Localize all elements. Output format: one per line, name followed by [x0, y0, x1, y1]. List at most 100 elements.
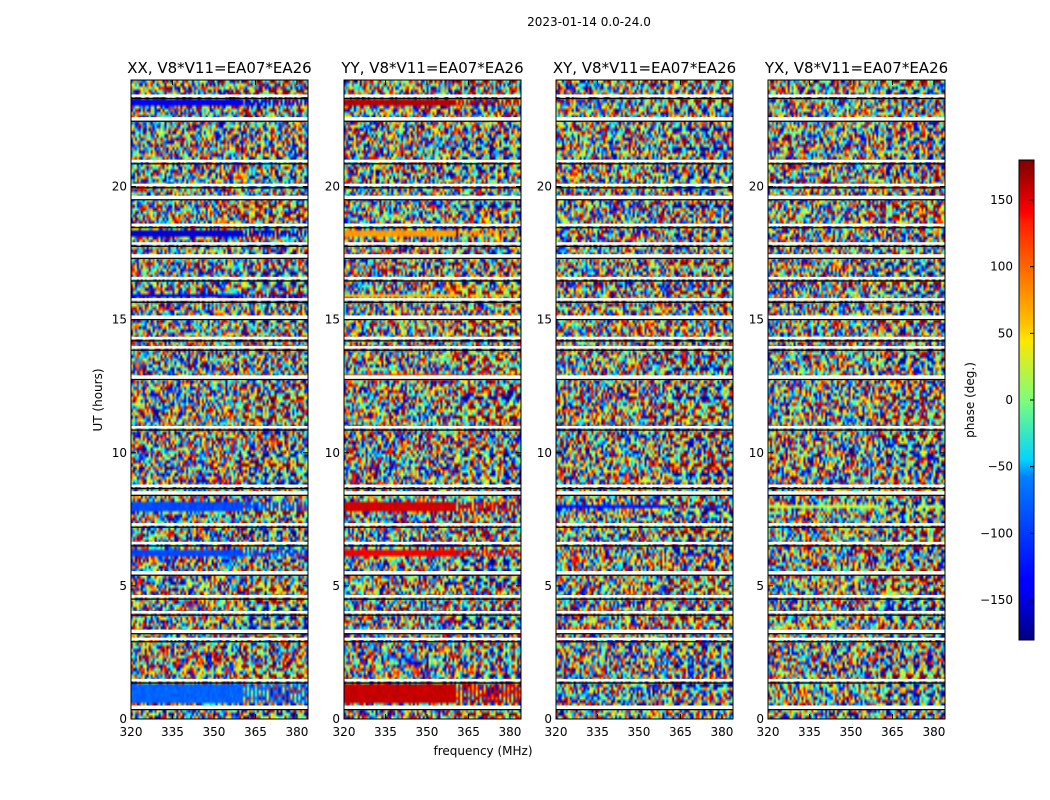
- data-gap-edge: [556, 301, 733, 303]
- data-gap: [768, 484, 945, 488]
- data-gap: [344, 491, 521, 496]
- data-gap: [556, 629, 733, 634]
- data-gap: [556, 523, 733, 526]
- data-gap-edge: [131, 682, 308, 684]
- colorbar-label: phase (deg.): [963, 362, 977, 438]
- data-gap-edge: [556, 97, 733, 100]
- data-gap: [131, 336, 308, 340]
- data-gap: [131, 276, 308, 280]
- data-gap-edge: [556, 682, 733, 684]
- data-gap-edge: [556, 340, 733, 342]
- data-gap-edge: [344, 429, 521, 431]
- data-gap-edge: [768, 163, 945, 165]
- data-gap-edge: [344, 340, 521, 342]
- data-gap-edge: [344, 526, 521, 528]
- colorbar-ticks: 150 100 50 0 −50 −100 −150: [980, 193, 1034, 607]
- data-gap-edge: [131, 349, 308, 351]
- data-gap-edge: [556, 488, 733, 490]
- data-gap-edge: [556, 280, 733, 282]
- data-gap: [768, 159, 945, 163]
- data-gap: [556, 637, 733, 641]
- data-gap-edge: [768, 709, 945, 711]
- data-gap: [556, 94, 733, 97]
- x-tick-label: 335: [798, 725, 821, 739]
- colorbar-tick-label: −50: [988, 460, 1013, 474]
- data-gap-edge: [344, 378, 521, 381]
- data-gap-edge: [768, 120, 945, 122]
- data-gap: [344, 375, 521, 380]
- data-gap: [768, 375, 945, 380]
- data-gap: [556, 595, 733, 598]
- data-gap-edge: [344, 641, 521, 643]
- data-gap: [344, 541, 521, 545]
- data-gap-edge: [556, 378, 733, 381]
- data-gap: [131, 183, 308, 187]
- data-gap-edge: [768, 257, 945, 259]
- y-tick-label: 15: [112, 313, 127, 327]
- data-gap-edge: [131, 280, 308, 282]
- y-tick-label: 0: [332, 712, 340, 726]
- data-gap: [556, 611, 733, 614]
- data-gap-edge: [131, 641, 308, 643]
- data-gap-edge: [344, 120, 521, 122]
- data-gap-edge: [131, 318, 308, 321]
- data-gap-edge: [556, 120, 733, 122]
- data-gap-edge: [131, 199, 308, 201]
- y-tick-label: 10: [749, 446, 764, 460]
- data-gap: [768, 523, 945, 526]
- data-gap: [768, 336, 945, 340]
- data-gap-edge: [556, 187, 733, 189]
- data-gap: [556, 254, 733, 259]
- data-gap: [768, 276, 945, 280]
- data-gap: [131, 375, 308, 380]
- data-gap: [131, 541, 308, 545]
- data-gap-edge: [344, 488, 521, 490]
- colorbar-tick-label: 100: [990, 260, 1013, 274]
- panel-frame: [555, 79, 734, 720]
- data-gap: [768, 629, 945, 634]
- data-gap-edge: [768, 494, 945, 496]
- x-tick-label: 320: [545, 725, 568, 739]
- y-tick-label: 5: [332, 579, 340, 593]
- data-gap: [131, 595, 308, 598]
- data-gap: [768, 541, 945, 545]
- data-gap: [344, 678, 521, 682]
- data-gap-edge: [556, 349, 733, 351]
- y-axis-label: UT (hours): [91, 368, 105, 431]
- x-tick-label: 320: [333, 725, 356, 739]
- data-gap: [768, 242, 945, 245]
- data-gap: [556, 541, 733, 545]
- y-tick-label: 0: [119, 712, 127, 726]
- data-gap: [131, 571, 308, 576]
- data-gap: [344, 276, 521, 280]
- data-gap: [344, 637, 521, 641]
- x-tick-label: 380: [285, 725, 308, 739]
- colorbar-tick-label: −100: [980, 526, 1013, 540]
- data-gap-edge: [131, 340, 308, 342]
- data-gap: [556, 425, 733, 429]
- data-gap-edge: [768, 429, 945, 431]
- panel-frame: [343, 79, 522, 720]
- data-gap-edge: [131, 187, 308, 189]
- panel-yx: YX, V8*V11=EA07*EA26 320 335 350 365 380 0 5 10 1…: [749, 59, 948, 739]
- data-gap: [131, 117, 308, 122]
- x-tick-label: 380: [922, 725, 945, 739]
- y-tick-label: 0: [544, 712, 552, 726]
- x-tick-label: 350: [203, 725, 226, 739]
- data-gap: [131, 523, 308, 526]
- x-tick-label: 335: [586, 725, 609, 739]
- data-gap-edge: [768, 227, 945, 229]
- data-gap: [344, 315, 521, 320]
- x-tick-label: 365: [457, 725, 480, 739]
- colorbar-tick-label: −150: [980, 593, 1013, 607]
- data-gap-edge: [768, 682, 945, 684]
- y-tick-label: 20: [749, 180, 764, 194]
- data-gap-edge: [344, 187, 521, 189]
- data-gap-edge: [768, 488, 945, 490]
- data-gap-edge: [768, 199, 945, 201]
- data-gap-edge: [131, 598, 308, 600]
- data-gap: [131, 195, 308, 200]
- data-gap-edge: [131, 494, 308, 496]
- data-gap-edge: [556, 227, 733, 229]
- y-tick-label: 5: [119, 579, 127, 593]
